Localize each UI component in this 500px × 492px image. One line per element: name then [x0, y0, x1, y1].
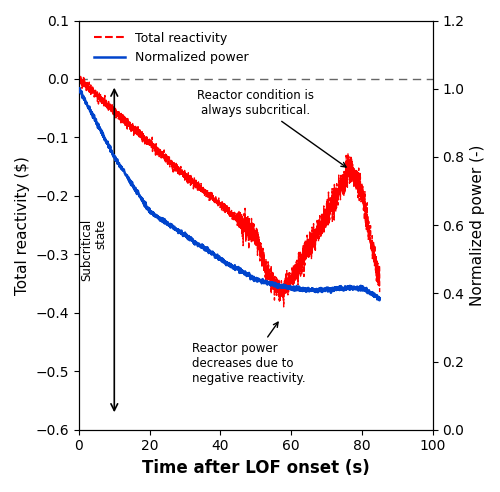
Total reactivity: [128, 125, 134, 131]
Y-axis label: Normalized power (-): Normalized power (-): [470, 145, 485, 306]
Normalized power: [76, 85, 82, 91]
Total reactivity: [110, 108, 116, 114]
Y-axis label: Total reactivity ($): Total reactivity ($): [15, 155, 30, 295]
Text: Subcritical
state: Subcritical state: [80, 219, 108, 281]
Total reactivity: [192, 174, 198, 180]
Legend: Total reactivity, Normalized power: Total reactivity, Normalized power: [88, 27, 254, 69]
Text: Reactor condition is
always subcritical.: Reactor condition is always subcritical.: [198, 89, 346, 167]
Normalized power: [216, 256, 222, 262]
Normalized power: [100, 132, 105, 138]
Normalized power: [210, 251, 216, 257]
Normalized power: [247, 273, 253, 278]
Normalized power: [112, 154, 117, 159]
Normalized power: [376, 296, 382, 302]
X-axis label: Time after LOF onset (s): Time after LOF onset (s): [142, 459, 370, 477]
Total reactivity: [78, 72, 84, 78]
Normalized power: [76, 86, 82, 92]
Line: Total reactivity: Total reactivity: [79, 75, 380, 307]
Line: Normalized power: Normalized power: [79, 88, 380, 300]
Total reactivity: [280, 304, 286, 310]
Normalized power: [204, 248, 210, 254]
Total reactivity: [76, 79, 82, 85]
Total reactivity: [376, 289, 382, 295]
Total reactivity: [204, 191, 210, 197]
Normalized power: [376, 297, 382, 303]
Total reactivity: [371, 259, 377, 265]
Text: Reactor power
decreases due to
negative reactivity.: Reactor power decreases due to negative …: [192, 322, 306, 385]
Total reactivity: [338, 178, 344, 184]
